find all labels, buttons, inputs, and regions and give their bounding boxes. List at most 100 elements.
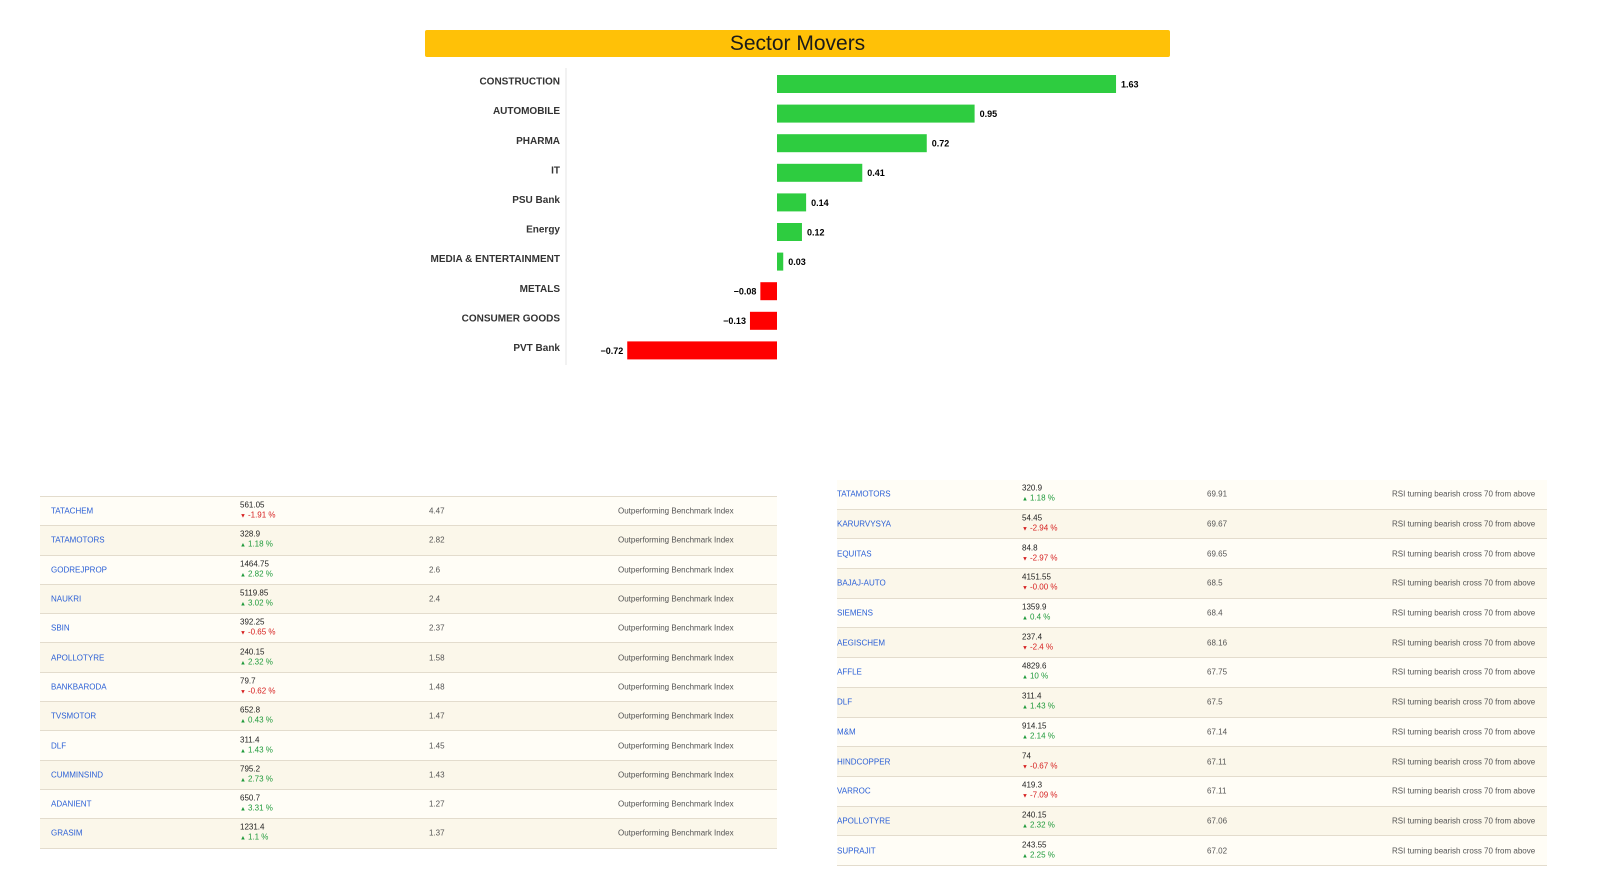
symbol-link[interactable]: HINDCOPPER bbox=[837, 757, 891, 767]
table-row[interactable]: AFFLE 4829.6 ▲ 10 % 67.75 RSI turning bearish… bbox=[837, 658, 1547, 688]
change-value: ▲ 2.25 % bbox=[1022, 850, 1055, 861]
symbol-link[interactable]: TATAMOTORS bbox=[51, 535, 105, 545]
category-label: AUTOMOBILE bbox=[493, 106, 560, 117]
signal-note: Outperforming Benchmark Index bbox=[618, 682, 734, 692]
symbol-link[interactable]: SIEMENS bbox=[837, 608, 874, 618]
metric-value: 2.4 bbox=[429, 594, 441, 604]
table-row[interactable]: TATAMOTORS 328.9 ▲ 1.18 % 2.82 Outperforming … bbox=[40, 526, 777, 556]
change-value: ▼ -2.4 % bbox=[1022, 642, 1053, 653]
table-row[interactable]: VARROC 419.3 ▼ -7.09 % 67.11 RSI turning bear… bbox=[837, 776, 1547, 807]
price-value: 914.15 bbox=[1022, 721, 1047, 731]
change-value: ▲ 2.82 % bbox=[240, 569, 273, 580]
symbol-link[interactable]: EQUITAS bbox=[837, 549, 872, 559]
category-label: PVT Bank bbox=[513, 343, 560, 354]
up-arrow-icon: ▲ bbox=[240, 572, 246, 579]
price-value: 79.7 bbox=[240, 676, 256, 686]
table-row[interactable]: BANKBARODA 79.7 ▼ -0.62 % 1.48 Outperforming … bbox=[40, 672, 777, 703]
table-row[interactable]: CUMMINSIND 795.2 ▲ 2.73 % 1.43 Outperforming … bbox=[40, 760, 777, 790]
change-text: 1.1 % bbox=[247, 832, 269, 842]
up-arrow-icon: ▲ bbox=[1022, 496, 1028, 503]
category-label: Energy bbox=[526, 225, 560, 236]
up-arrow-icon: ▲ bbox=[1022, 704, 1028, 711]
symbol-link[interactable]: ADANIENT bbox=[51, 799, 92, 809]
category-label: METALS bbox=[520, 284, 561, 295]
table-row[interactable]: SIEMENS 1359.9 ▲ 0.4 % 68.4 RSI turning beari… bbox=[837, 598, 1547, 629]
data-label: 0.03 bbox=[788, 257, 806, 267]
metric-value: 4.47 bbox=[429, 506, 445, 516]
symbol-link[interactable]: CUMMINSIND bbox=[51, 770, 103, 780]
metric-value: 67.75 bbox=[1207, 667, 1228, 677]
signal-note: Outperforming Benchmark Index bbox=[618, 711, 734, 721]
change-value: ▲ 10 % bbox=[1022, 672, 1048, 683]
price-value: 328.9 bbox=[240, 529, 261, 539]
price-value: 237.4 bbox=[1022, 632, 1043, 642]
symbol-link[interactable]: BANKBARODA bbox=[51, 682, 107, 692]
change-text: 1.18 % bbox=[247, 539, 273, 549]
change-text: -0.65 % bbox=[247, 627, 276, 637]
table-row[interactable]: DLF 311.4 ▲ 1.43 % 67.5 RSI turning bearish c… bbox=[837, 687, 1547, 718]
price-cell: 311.4 ▲ 1.43 % bbox=[240, 735, 273, 756]
symbol-link[interactable]: GODREJPROP bbox=[51, 565, 108, 575]
table-row[interactable]: GRASIM 1231.4 ▲ 1.1 % 1.37 Outperforming Benc… bbox=[40, 819, 777, 849]
chart-title: Sector Movers bbox=[425, 30, 1170, 57]
symbol-link[interactable]: AFFLE bbox=[837, 667, 862, 677]
symbol-link[interactable]: SBIN bbox=[51, 623, 70, 633]
symbol-link[interactable]: APOLLOTYRE bbox=[51, 653, 105, 663]
price-cell: 652.8 ▲ 0.43 % bbox=[240, 706, 273, 727]
change-text: 3.02 % bbox=[247, 598, 273, 608]
price-cell: 4829.6 ▲ 10 % bbox=[1022, 662, 1048, 683]
table-row[interactable]: SBIN 392.25 ▼ -0.65 % 2.37 Outperforming Benc… bbox=[40, 614, 777, 644]
symbol-link[interactable]: BAJAJ-AUTO bbox=[837, 578, 886, 588]
table-row[interactable]: M&M 914.15 ▲ 2.14 % 67.14 RSI turning bearish… bbox=[837, 717, 1547, 748]
symbol-link[interactable]: TATACHEM bbox=[51, 506, 94, 516]
symbol-link[interactable]: APOLLOTYRE bbox=[837, 816, 891, 826]
symbol-link[interactable]: SUPRAJIT bbox=[837, 846, 876, 856]
down-arrow-icon: ▼ bbox=[1022, 793, 1028, 800]
change-value: ▼ -1.91 % bbox=[240, 511, 276, 522]
symbol-link[interactable]: NAUKRI bbox=[51, 594, 82, 604]
symbol-link[interactable]: DLF bbox=[837, 697, 853, 707]
price-cell: 240.15 ▲ 2.32 % bbox=[1022, 810, 1055, 831]
table-row[interactable]: HINDCOPPER 74 ▼ -0.67 % 67.11 RSI turning bea… bbox=[837, 747, 1547, 777]
change-value: ▲ 1.43 % bbox=[1022, 702, 1055, 713]
signal-note: Outperforming Benchmark Index bbox=[618, 741, 734, 751]
table-row[interactable]: TATACHEM 561.05 ▼ -1.91 % 4.47 Outperforming … bbox=[40, 497, 777, 527]
table-row[interactable]: APOLLOTYRE 240.15 ▲ 2.32 % 1.58 Outperforming… bbox=[40, 643, 777, 673]
signal-note: RSI turning bearish cross 70 from above bbox=[1392, 519, 1536, 529]
chart-canvas: CONSTRUCTION 1.63 AUTOMOBILE 0.95 PHARMA 0.72… bbox=[431, 68, 1139, 365]
table-row[interactable]: KARURVYSYA 54.45 ▼ -2.94 % 69.67 RSI turning … bbox=[837, 509, 1547, 540]
down-arrow-icon: ▼ bbox=[1022, 526, 1028, 533]
bar bbox=[777, 163, 863, 182]
price-cell: 320.9 ▲ 1.18 % bbox=[1022, 484, 1055, 505]
price-cell: 392.25 ▼ -0.65 % bbox=[240, 618, 276, 639]
table-row[interactable]: GODREJPROP 1464.75 ▲ 2.82 % 2.6 Outperforming… bbox=[40, 555, 777, 585]
signal-note: RSI turning bearish cross 70 from above bbox=[1392, 667, 1536, 677]
signal-note: Outperforming Benchmark Index bbox=[618, 770, 734, 780]
change-value: ▲ 3.02 % bbox=[240, 599, 273, 610]
symbol-link[interactable]: DLF bbox=[51, 741, 67, 751]
table-row[interactable]: TVSMOTOR 652.8 ▲ 0.43 % 1.47 Outperforming Be… bbox=[40, 702, 777, 732]
price-value: 561.05 bbox=[240, 500, 265, 510]
symbol-link[interactable]: AEGISCHEM bbox=[837, 638, 886, 648]
symbol-link[interactable]: GRASIM bbox=[51, 828, 83, 838]
symbol-link[interactable]: TATAMOTORS bbox=[837, 489, 891, 499]
table-row[interactable]: BAJAJ-AUTO 4151.55 ▼ -0.00 % 68.5 RSI turning… bbox=[837, 569, 1547, 599]
price-value: 419.3 bbox=[1022, 780, 1043, 790]
symbol-link[interactable]: TVSMOTOR bbox=[51, 711, 97, 721]
symbol-link[interactable]: KARURVYSYA bbox=[837, 519, 891, 529]
table-row[interactable]: ADANIENT 650.7 ▲ 3.31 % 1.27 Outperforming Be… bbox=[40, 789, 777, 820]
price-value: 74 bbox=[1022, 751, 1031, 761]
symbol-link[interactable]: VARROC bbox=[837, 786, 871, 796]
price-value: 54.45 bbox=[1022, 513, 1043, 523]
table-row[interactable]: TATAMOTORS 320.9 ▲ 1.18 % 69.91 RSI turning b… bbox=[837, 480, 1547, 510]
table-row[interactable]: DLF 311.4 ▲ 1.43 % 1.45 Outperforming Benchma… bbox=[40, 731, 777, 761]
table-row[interactable]: EQUITAS 84.8 ▼ -2.97 % 69.65 RSI turning bear… bbox=[837, 539, 1547, 570]
table-row[interactable]: AEGISCHEM 237.4 ▼ -2.4 % 68.16 RSI turning be… bbox=[837, 628, 1547, 659]
category-label: MEDIA & ENTERTAINMENT bbox=[431, 254, 560, 265]
table-row[interactable]: SUPRAJIT 243.55 ▲ 2.25 % 67.02 RSI turning be… bbox=[837, 836, 1547, 866]
up-arrow-icon: ▲ bbox=[1022, 674, 1028, 681]
signal-note: RSI turning bearish cross 70 from above bbox=[1392, 786, 1536, 796]
table-row[interactable]: NAUKRI 5119.85 ▲ 3.02 % 2.4 Outperforming Ben… bbox=[40, 584, 777, 615]
table-row[interactable]: APOLLOTYRE 240.15 ▲ 2.32 % 67.06 RSI turning … bbox=[837, 806, 1547, 837]
symbol-link[interactable]: M&M bbox=[837, 727, 856, 737]
